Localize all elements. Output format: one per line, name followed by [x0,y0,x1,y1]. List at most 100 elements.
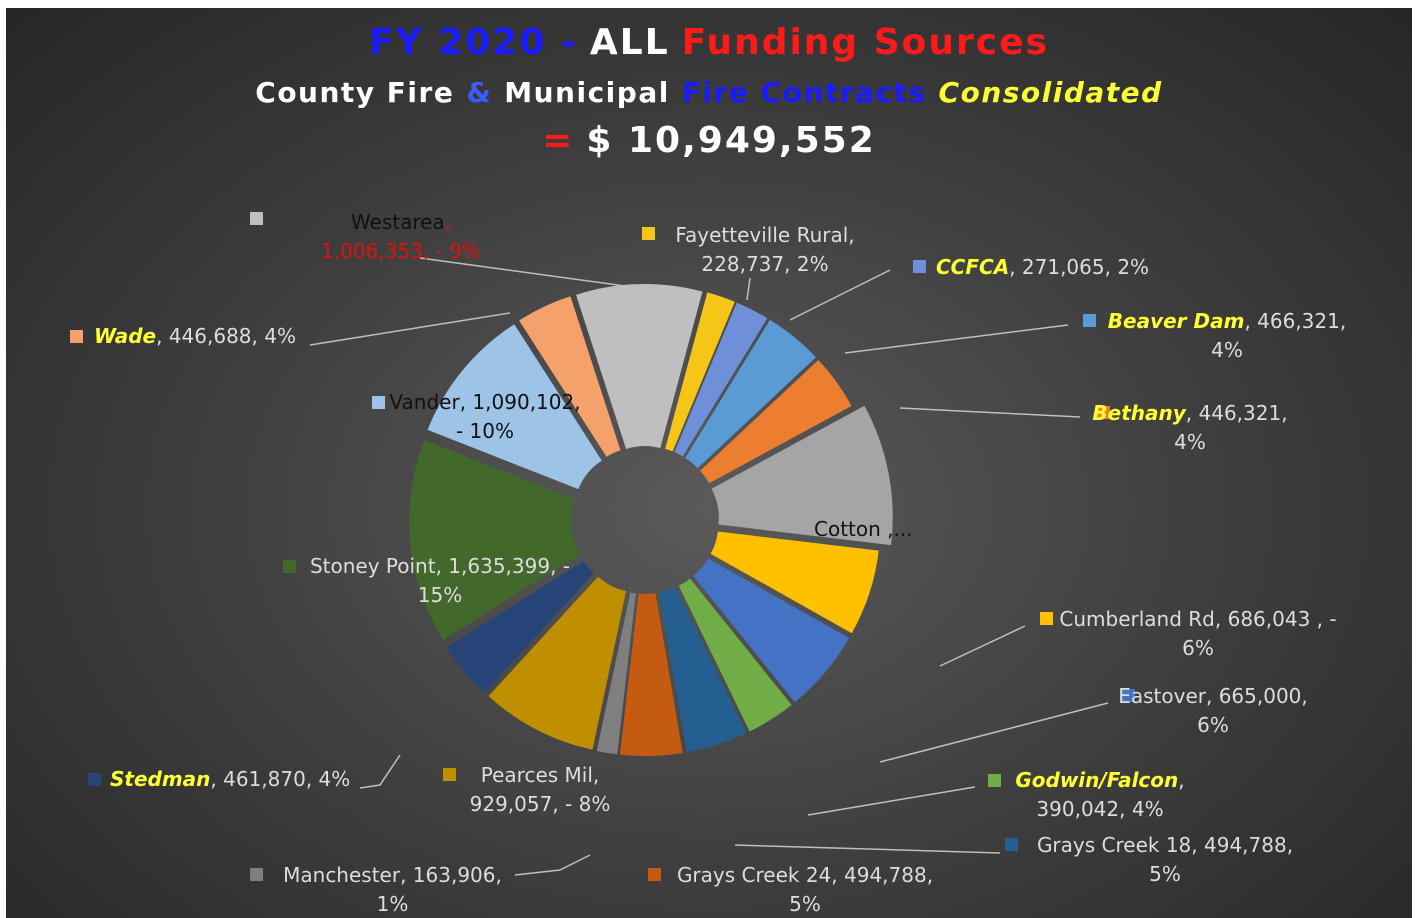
data-label: Cotton ,... [814,515,934,544]
leader-line [879,702,1109,763]
category-label: Beaver Dam [1107,309,1245,333]
legend-marker [1040,612,1053,625]
pie-slice [711,405,893,546]
category-label: Stoney Point [309,554,436,578]
leader-line [514,854,591,876]
category-label: Fayetteville Rural [675,223,849,247]
value-label: , 466,321, 4% [1211,309,1347,362]
data-label: Manchester, 163,906, 1% [270,861,515,918]
value-label: , 494,788, 5% [789,863,934,916]
pie-slice [674,302,768,457]
category-label: Eastover [1118,684,1206,708]
pie-slice [488,576,627,750]
value-label: , 446,688, 4% [156,324,296,348]
data-label: CCFCA, 271,065, 2% [936,253,1196,282]
value-label: , 1,635,399, - 15% [417,554,571,607]
chart-subtitle: County Fire & Municipal Fire Contracts Conso… [6,76,1412,109]
leader-line [734,844,1001,854]
category-label: Vander [389,390,460,414]
value-label: , 1,090,102, - 10% [455,390,581,443]
header-part: Fire Contracts [681,76,927,109]
pie-slice [678,578,792,732]
header-part: $ 10,949,552 [586,120,876,161]
legend-marker [443,768,456,781]
category-label: Pearces Mil [480,763,593,787]
leader-line [309,312,511,346]
data-label: Pearces Mil, 929,057, - 8% [460,761,620,819]
category-label: Godwin/Falcon [1015,768,1179,792]
category-label: Bethany [1092,401,1186,425]
legend-marker [642,227,655,240]
legend-marker [250,212,263,225]
pie-slice [519,296,621,457]
pie-slice [409,440,581,640]
data-label: Grays Creek 24, 494,788, 5% [665,861,945,918]
pie-slice [700,359,852,484]
legend-marker [1083,314,1096,327]
legend-marker [732,512,745,525]
pie-slice [710,531,879,634]
category-label: CCFCA [936,255,1010,279]
value-label: ,... [880,517,913,541]
legend-marker [250,868,263,881]
pie-slice [685,319,816,469]
leader-line [359,754,401,789]
legend-marker [1005,838,1018,851]
data-label: Stoney Point, 1,635,399, - 15% [300,552,580,610]
data-label: Stedman, 461,870, 4% [110,765,390,794]
legend-marker [88,773,101,786]
category-label: Cotton [814,517,881,541]
header-part: Consolidated [938,76,1163,109]
pie-slice [446,561,594,693]
value-label: , 461,870, 4% [210,767,351,791]
legend-marker [70,330,83,343]
data-label: Vander, 1,090,102, - 10% [385,388,585,446]
header-part: Funding Sources [681,22,1049,63]
chart: FY 2020 - ALL Funding Sources County Fire &… [6,8,1412,918]
data-label: Godwin/Falcon, 390,042, 4% [1000,766,1200,824]
category-label: Wade [94,324,157,348]
data-label: Westarea, 1,006,353, - 9% [296,208,506,266]
chart-title: FY 2020 - ALL Funding Sources [6,22,1412,63]
legend-marker [1122,689,1135,702]
category-label: Westarea [350,210,445,234]
value-label: , 228,737, 2% [701,223,855,276]
value-label: , 1,006,353, - 9% [321,210,481,263]
header-part: ALL [589,22,670,63]
category-label: Grays Creek 24 [676,863,832,887]
header-part: = [542,120,575,161]
data-label: Cumberland Rd, 686,043 , - 6% [1058,605,1338,663]
leader-line [419,257,641,289]
leader-line [807,786,976,816]
pie-slice [693,558,850,703]
value-label: , 665,000, 6% [1197,684,1308,737]
leader-line [844,324,1069,354]
pie-slice [619,593,683,756]
pie-slice [576,284,703,449]
category-label: Stedman [110,767,211,791]
leader-line [789,269,891,321]
pie-slice [427,324,602,490]
header-part: & [466,76,493,109]
value-label: , 929,057, - 8% [469,763,611,816]
header-part: County Fire [255,76,455,109]
data-label: Grays Creek 18, 494,788, 5% [1025,831,1305,889]
data-label: Bethany, 446,321, 4% [1090,399,1290,457]
legend-marker [1097,406,1110,419]
legend-marker [372,396,385,409]
data-label: Wade, 446,688, 4% [94,322,394,351]
leader-line [939,625,1026,667]
legend-marker [283,560,296,573]
value-label: , 494,788, 5% [1149,833,1294,886]
category-label: Cumberland Rd [1059,607,1215,631]
leader-line [746,277,751,301]
pie-slice [665,292,735,452]
chart-total: = $ 10,949,552 [6,120,1412,161]
header-part: Municipal [504,76,670,109]
legend-marker [648,868,661,881]
value-label: , 446,321, 4% [1174,401,1288,454]
leader-lines [309,257,1109,876]
data-label: Eastover, 665,000, 6% [1113,682,1313,740]
value-label: , 163,906, 1% [376,863,502,916]
pie-slice [596,592,636,755]
